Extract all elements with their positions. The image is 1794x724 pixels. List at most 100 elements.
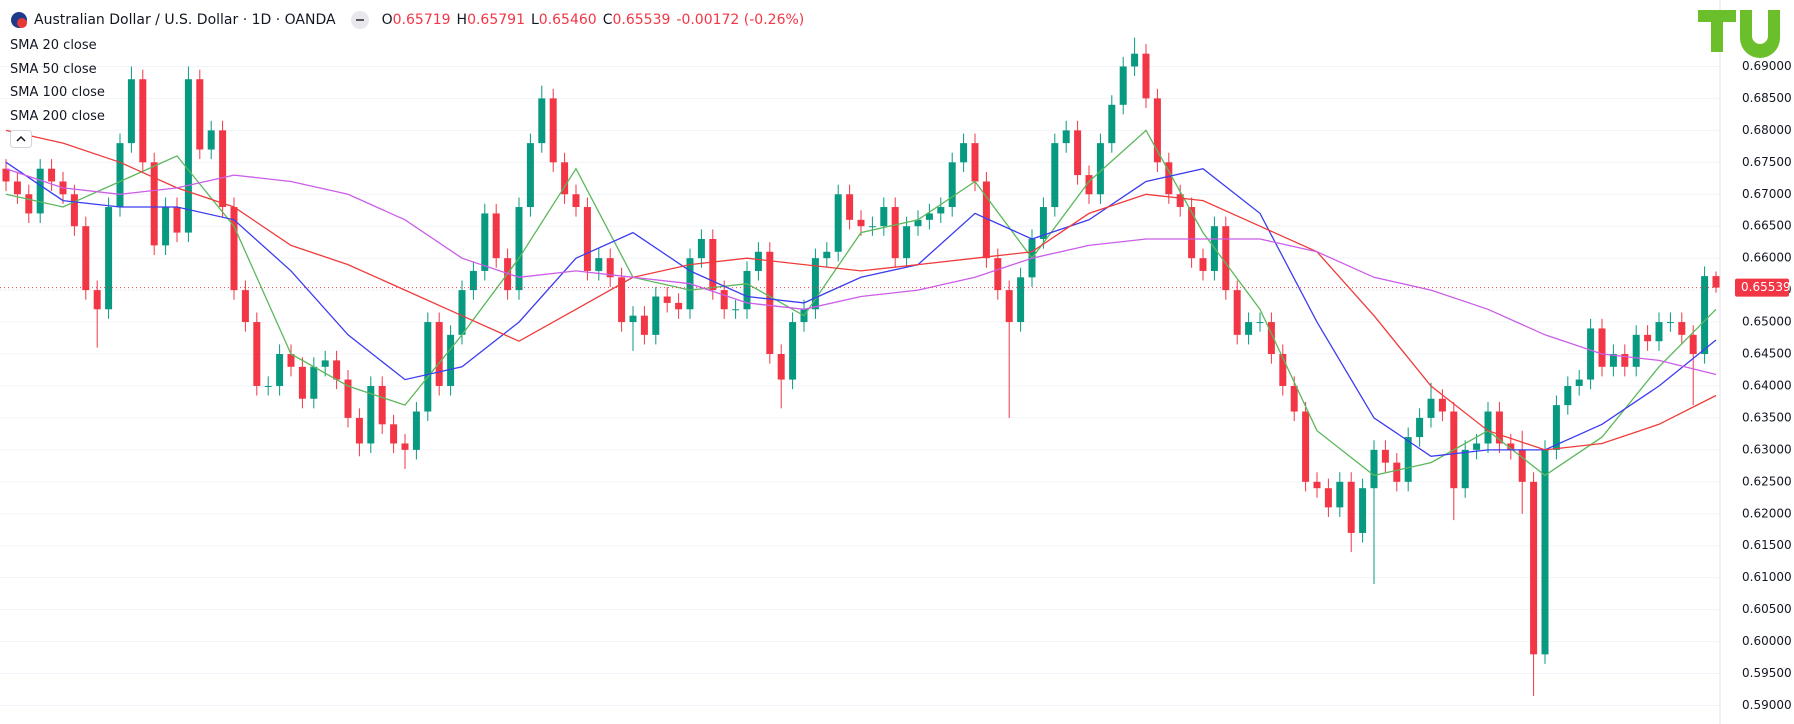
candle-body (1678, 322, 1686, 335)
axis-labels: 0.59000 0.59500 0.60000 0.60500 0.61000 0.615… (1735, 59, 1792, 712)
y-tick-label: 0.63500 (1742, 410, 1792, 424)
candle-body (48, 168, 56, 182)
y-tick-label: 0.68000 (1742, 123, 1792, 137)
legend-toggle[interactable] (10, 130, 32, 148)
candle-body (25, 194, 33, 214)
candle-body (606, 258, 614, 278)
candle-body (857, 219, 865, 227)
y-tick-label: 0.64000 (1742, 378, 1792, 392)
candle-body (1609, 354, 1617, 367)
header: Australian Dollar / U.S. Dollar · 1D · O… (10, 10, 810, 30)
candle-body (994, 258, 1002, 291)
candle-body (1199, 258, 1207, 271)
plot (0, 37, 1720, 696)
candle-body (1484, 411, 1492, 444)
sma-line (5, 161, 1717, 457)
candle-body (1495, 411, 1503, 444)
candle-body (1165, 162, 1173, 195)
y-tick-label: 0.67000 (1742, 187, 1792, 201)
logo-u (1740, 10, 1780, 58)
ohlc-key: C (602, 12, 613, 28)
change: -0.00172 (-0.26%) (676, 12, 805, 28)
candle-body (515, 207, 523, 291)
y-tick-label: 0.60000 (1742, 634, 1792, 648)
candle-body (401, 443, 409, 450)
grid (0, 65, 1720, 706)
candle-body (321, 360, 329, 367)
candle-body (196, 79, 204, 150)
candle-body (150, 162, 158, 246)
candle-body (492, 213, 500, 259)
candle-body (960, 143, 968, 163)
candle-body (1473, 443, 1481, 450)
ohlc-value: 0.65460 (538, 12, 597, 28)
candle-body (424, 322, 432, 412)
candle-body (298, 366, 306, 399)
candle-body (868, 226, 876, 228)
candle-body (777, 354, 785, 380)
candle-body (1051, 143, 1059, 208)
candle-body (1085, 175, 1093, 195)
candle-body (447, 334, 455, 386)
candle-body (469, 270, 477, 291)
candle-body (891, 207, 899, 259)
candle-body (276, 354, 284, 386)
candle-body (697, 238, 705, 259)
candle-body (310, 366, 318, 399)
candle-body (1142, 53, 1150, 99)
candle-body (70, 194, 78, 227)
candle-body (1621, 354, 1629, 367)
candle-body (1655, 322, 1663, 342)
y-tick-label: 0.67500 (1742, 155, 1792, 169)
candle-body (1039, 207, 1047, 239)
candle-body (1188, 207, 1196, 259)
y-tick-label: 0.59000 (1742, 698, 1792, 712)
candle-body (720, 290, 728, 310)
y-tick-label: 0.62500 (1742, 474, 1792, 488)
y-tick-label: 0.66500 (1742, 219, 1792, 233)
candle-body (1302, 411, 1310, 482)
candle-body (982, 181, 990, 259)
y-tick-label: 0.59500 (1742, 666, 1792, 680)
candle-body (1131, 53, 1139, 67)
candle-body (1005, 290, 1013, 323)
candle-body (1598, 328, 1606, 367)
candle-body (1370, 449, 1378, 489)
candle-body (903, 226, 911, 259)
sma-line (5, 168, 1717, 376)
candle-body (823, 251, 831, 259)
candle-body (1518, 449, 1526, 482)
candle-body (253, 322, 261, 386)
candle-body (538, 98, 546, 144)
candle-body (105, 207, 113, 310)
candle-body (264, 385, 272, 387)
candle-body (1176, 194, 1184, 208)
candle-body (948, 162, 956, 208)
collapse-button[interactable] (350, 10, 370, 30)
indicator-legend: SMA 20 close SMA 50 close SMA 100 close SMA… (10, 34, 105, 128)
candle-body (572, 194, 580, 208)
candle-body (82, 226, 90, 291)
candle-body (1222, 226, 1230, 291)
candle-body (834, 194, 842, 252)
candle-body (1644, 334, 1652, 342)
candle-body (1267, 322, 1275, 355)
candle-body (754, 251, 762, 271)
candle-body (925, 213, 933, 220)
candle-body (595, 258, 603, 271)
candle-body (743, 270, 751, 310)
candle-body (1666, 322, 1674, 324)
candle-body (116, 143, 124, 208)
ohlc-value: 0.65719 (392, 12, 451, 28)
toggle-box (10, 130, 32, 148)
candle-body (173, 207, 181, 233)
candle-body (914, 219, 922, 227)
y-tick-label: 0.64500 (1742, 347, 1792, 361)
candle-body (629, 315, 637, 323)
candle-body (1404, 437, 1412, 482)
candle-body (1108, 104, 1116, 144)
candle-body (1381, 449, 1389, 463)
candle-body (1153, 98, 1161, 163)
candle-body (766, 251, 774, 355)
